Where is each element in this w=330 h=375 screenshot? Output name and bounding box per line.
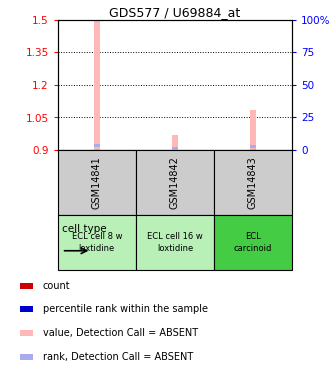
Bar (214, 215, 292, 270)
Text: cell type: cell type (62, 224, 106, 234)
Bar (94, 144, 100, 147)
Text: GSM14843: GSM14843 (248, 156, 258, 209)
Text: ECL cell 16 w
loxtidine: ECL cell 16 w loxtidine (147, 232, 203, 252)
Title: GDS577 / U69884_at: GDS577 / U69884_at (109, 6, 241, 19)
Text: ECL cell 8 w
loxtidine: ECL cell 8 w loxtidine (72, 232, 122, 252)
Bar (214, 150, 292, 215)
Text: count: count (43, 281, 70, 291)
Bar (58, 150, 136, 215)
Bar (20, 354, 33, 360)
Bar (172, 147, 178, 149)
Bar (94, 20, 100, 150)
Text: rank, Detection Call = ABSENT: rank, Detection Call = ABSENT (43, 352, 193, 362)
Bar (136, 215, 214, 270)
Text: GSM14842: GSM14842 (170, 156, 180, 209)
Text: ECL
carcinoid: ECL carcinoid (234, 232, 272, 252)
Bar (20, 283, 33, 289)
Bar (172, 135, 178, 150)
Bar (20, 330, 33, 336)
Bar (58, 215, 136, 270)
Text: value, Detection Call = ABSENT: value, Detection Call = ABSENT (43, 328, 198, 338)
Bar (250, 110, 256, 150)
Bar (20, 306, 33, 312)
Bar (250, 145, 256, 148)
Text: GSM14841: GSM14841 (92, 156, 102, 209)
Text: percentile rank within the sample: percentile rank within the sample (43, 304, 208, 314)
Bar (136, 150, 214, 215)
